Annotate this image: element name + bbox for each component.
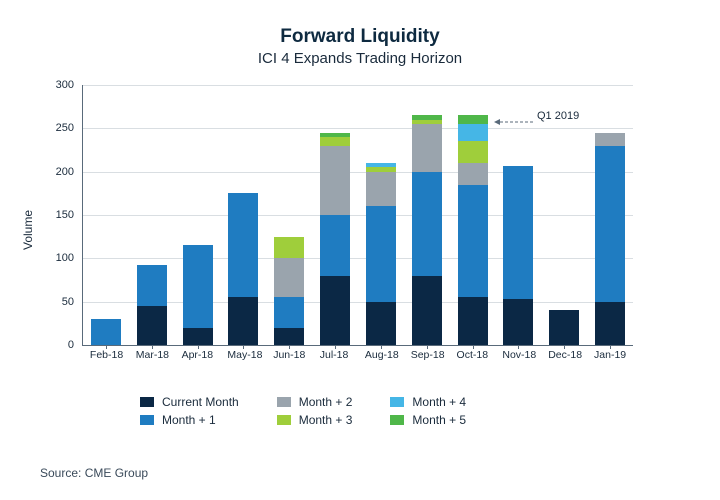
legend-label: Month + 4 <box>412 395 466 409</box>
bar-column <box>503 85 533 345</box>
bar-segment-m2 <box>274 258 304 297</box>
x-tick-labels: Feb-18 Mar-18 Apr-18 May-18 Jun-18 Jul-18 Aug-… <box>82 349 632 361</box>
bar-column <box>549 85 579 345</box>
bar-column <box>320 85 350 345</box>
x-tick: Jun-18 <box>273 349 303 361</box>
x-tick: Jan-19 <box>594 349 624 361</box>
bar-segment-current <box>228 297 258 345</box>
source-line: Source: CME Group <box>40 466 148 480</box>
bar-segment-m1 <box>320 215 350 276</box>
y-tick: 200 <box>40 166 74 178</box>
bar-segment-m3 <box>274 237 304 259</box>
x-tick: Mar-18 <box>136 349 166 361</box>
bar-segment-current <box>183 328 213 345</box>
chart-subtitle: ICI 4 Expands Trading Horizon <box>40 50 680 67</box>
y-tick: 300 <box>40 79 74 91</box>
bar-column <box>412 85 442 345</box>
bar-segment-m2 <box>366 172 396 207</box>
bar-segment-current <box>366 302 396 345</box>
bar-segment-m1 <box>274 297 304 327</box>
legend-swatch <box>390 415 404 425</box>
plot-region: Q1 2019 <box>82 85 633 346</box>
bar-column <box>366 85 396 345</box>
bar-column <box>595 85 625 345</box>
chart-title: Forward Liquidity <box>40 26 680 48</box>
legend-swatch <box>140 397 154 407</box>
legend-swatch <box>277 397 291 407</box>
legend-item-m2: Month + 2 <box>277 395 353 409</box>
bar-segment-m1 <box>503 166 533 299</box>
legend-swatch <box>140 415 154 425</box>
bar-column <box>137 85 167 345</box>
legend-item-m5: Month + 5 <box>390 413 466 427</box>
bar-segment-m1 <box>91 319 121 345</box>
bar-segment-m2 <box>595 133 625 146</box>
x-tick: Dec-18 <box>548 349 578 361</box>
legend-label: Month + 5 <box>412 413 466 427</box>
bar-segment-m1 <box>183 245 213 327</box>
legend: Current Month Month + 1 Month + 2 Month + 3… <box>140 393 660 429</box>
legend-item-current: Current Month <box>140 395 239 409</box>
bar-segment-m1 <box>458 185 488 298</box>
legend-item-m3: Month + 3 <box>277 413 353 427</box>
bar-segment-current <box>595 302 625 345</box>
y-tick: 250 <box>40 122 74 134</box>
bar-segment-current <box>503 299 533 345</box>
bar-column <box>183 85 213 345</box>
bar-segment-m1 <box>595 146 625 302</box>
legend-item-m1: Month + 1 <box>140 413 239 427</box>
bar-segment-m2 <box>320 146 350 215</box>
x-tick: Nov-18 <box>502 349 532 361</box>
chart-page: Forward Liquidity ICI 4 Expands Trading … <box>0 0 720 500</box>
bar-segment-m3 <box>458 141 488 163</box>
legend-swatch <box>390 397 404 407</box>
legend-label: Month + 3 <box>299 413 353 427</box>
y-tick: 50 <box>40 296 74 308</box>
bar-column <box>91 85 121 345</box>
bar-segment-m2 <box>458 163 488 185</box>
x-tick: Feb-18 <box>90 349 120 361</box>
bar-segment-m1 <box>228 193 258 297</box>
bar-column <box>274 85 304 345</box>
legend-item-m4: Month + 4 <box>390 395 466 409</box>
bar-column <box>228 85 258 345</box>
bar-segment-current <box>549 310 579 345</box>
bar-segment-current <box>320 276 350 345</box>
x-tick: Sep-18 <box>411 349 441 361</box>
bars-container <box>83 85 633 345</box>
y-tick: 150 <box>40 209 74 221</box>
bar-segment-current <box>412 276 442 345</box>
bar-segment-m4 <box>458 124 488 141</box>
y-tick: 0 <box>40 339 74 351</box>
annotation-label: Q1 2019 <box>537 110 579 122</box>
bar-column <box>458 85 488 345</box>
bar-segment-m1 <box>366 206 396 301</box>
bar-segment-m5 <box>458 115 488 124</box>
x-tick: Jul-18 <box>319 349 349 361</box>
x-tick: Aug-18 <box>365 349 395 361</box>
chart-area: Volume 050100150200250300 Q1 2019 Feb-18… <box>40 85 680 375</box>
bar-segment-m1 <box>137 265 167 306</box>
bar-segment-m2 <box>412 124 442 172</box>
x-tick: Apr-18 <box>182 349 212 361</box>
legend-label: Current Month <box>162 395 239 409</box>
legend-label: Month + 1 <box>162 413 216 427</box>
legend-label: Month + 2 <box>299 395 353 409</box>
bar-segment-current <box>274 328 304 345</box>
y-axis-label: Volume <box>21 210 35 250</box>
bar-segment-current <box>458 297 488 345</box>
y-tick: 100 <box>40 252 74 264</box>
bar-segment-m1 <box>412 172 442 276</box>
x-tick: Oct-18 <box>457 349 487 361</box>
bar-segment-current <box>137 306 167 345</box>
legend-swatch <box>277 415 291 425</box>
x-tick: May-18 <box>227 349 257 361</box>
bar-segment-m3 <box>320 137 350 146</box>
